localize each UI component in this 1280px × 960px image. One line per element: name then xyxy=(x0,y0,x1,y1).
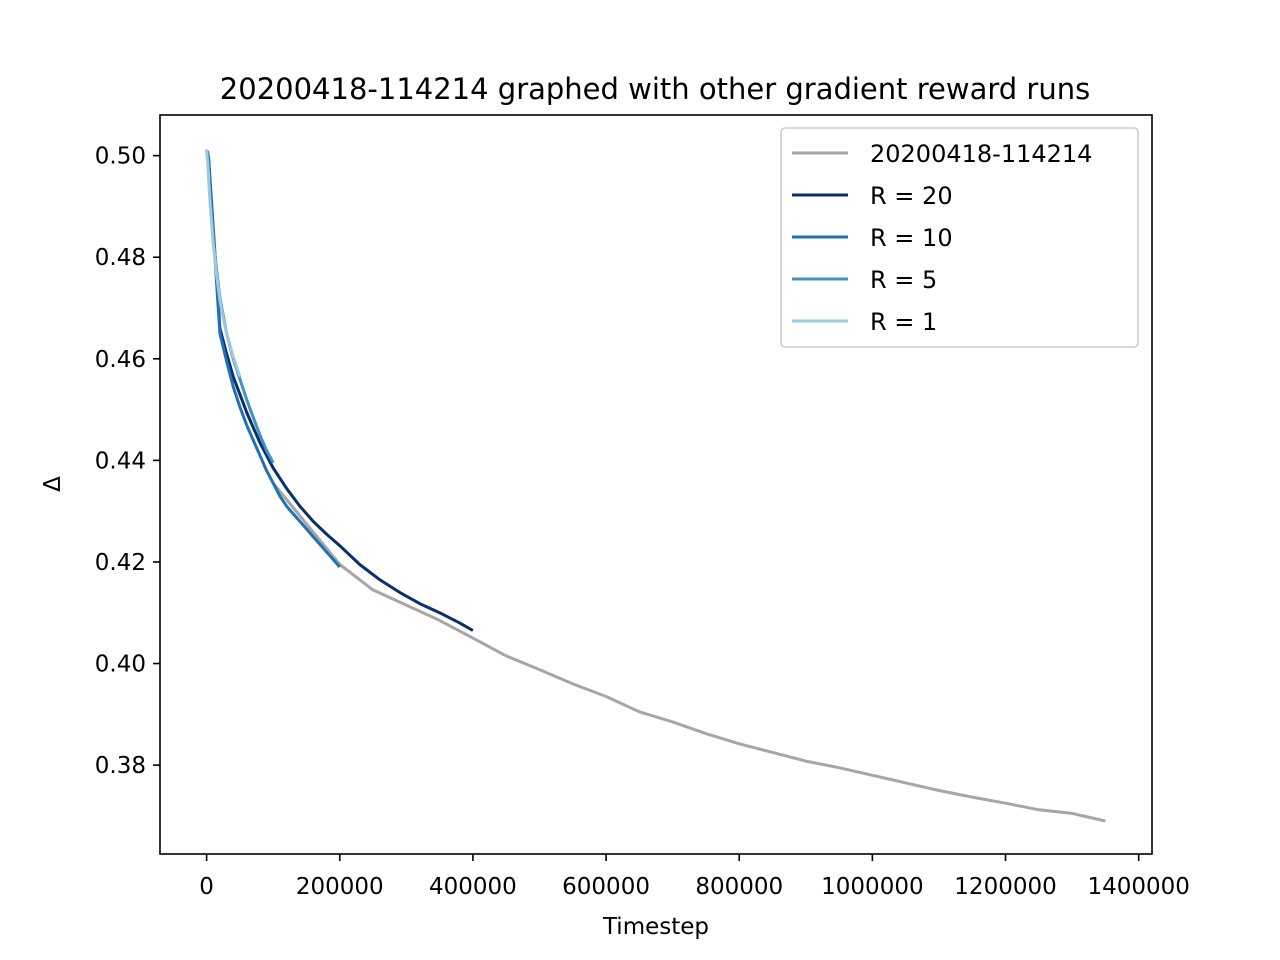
y-tick-label: 0.48 xyxy=(95,245,146,271)
x-tick-label: 200000 xyxy=(296,874,384,900)
x-tick-label: 0 xyxy=(199,874,214,900)
legend: 20200418-114214 R = 20 R = 10 R = 5 R = 1 xyxy=(780,127,1139,348)
legend-label: R = 1 xyxy=(870,308,937,336)
x-tick-label: 600000 xyxy=(562,874,650,900)
x-tick-label: 1000000 xyxy=(821,874,923,900)
plot-frame xyxy=(159,114,1153,855)
y-tick-label: 0.42 xyxy=(95,550,146,576)
x-axis-ticks: 0 200000 400000 600000 800000 1000000 1200000 1… xyxy=(199,854,1190,900)
series-layer xyxy=(205,149,1106,823)
series-line-4 xyxy=(205,149,242,378)
series-line-0 xyxy=(272,482,1106,823)
x-tick-label: 800000 xyxy=(695,874,783,900)
y-tick-label: 0.40 xyxy=(95,652,146,678)
x-tick-label: 400000 xyxy=(429,874,517,900)
series-line-1 xyxy=(205,149,474,632)
x-tick-label: 1400000 xyxy=(1087,874,1189,900)
y-axis-ticks: 0.38 0.40 0.42 0.44 0.46 0.48 0.50 xyxy=(95,144,160,779)
legend-label: R = 5 xyxy=(870,266,937,294)
legend-label: R = 10 xyxy=(870,224,953,252)
chart-title: 20200418-114214 graphed with other gradi… xyxy=(220,72,1090,106)
x-axis-label: Timestep xyxy=(602,914,709,940)
x-tick-label: 1200000 xyxy=(954,874,1056,900)
y-tick-label: 0.50 xyxy=(95,144,146,170)
y-tick-label: 0.44 xyxy=(95,448,146,474)
y-tick-label: 0.46 xyxy=(95,347,146,373)
series-line-2 xyxy=(205,150,341,568)
y-axis-label: Δ xyxy=(40,476,66,492)
y-tick-label: 0.38 xyxy=(95,753,146,779)
legend-label: 20200418-114214 xyxy=(870,140,1092,168)
legend-box xyxy=(780,127,1139,348)
legend-label: R = 20 xyxy=(870,182,953,210)
